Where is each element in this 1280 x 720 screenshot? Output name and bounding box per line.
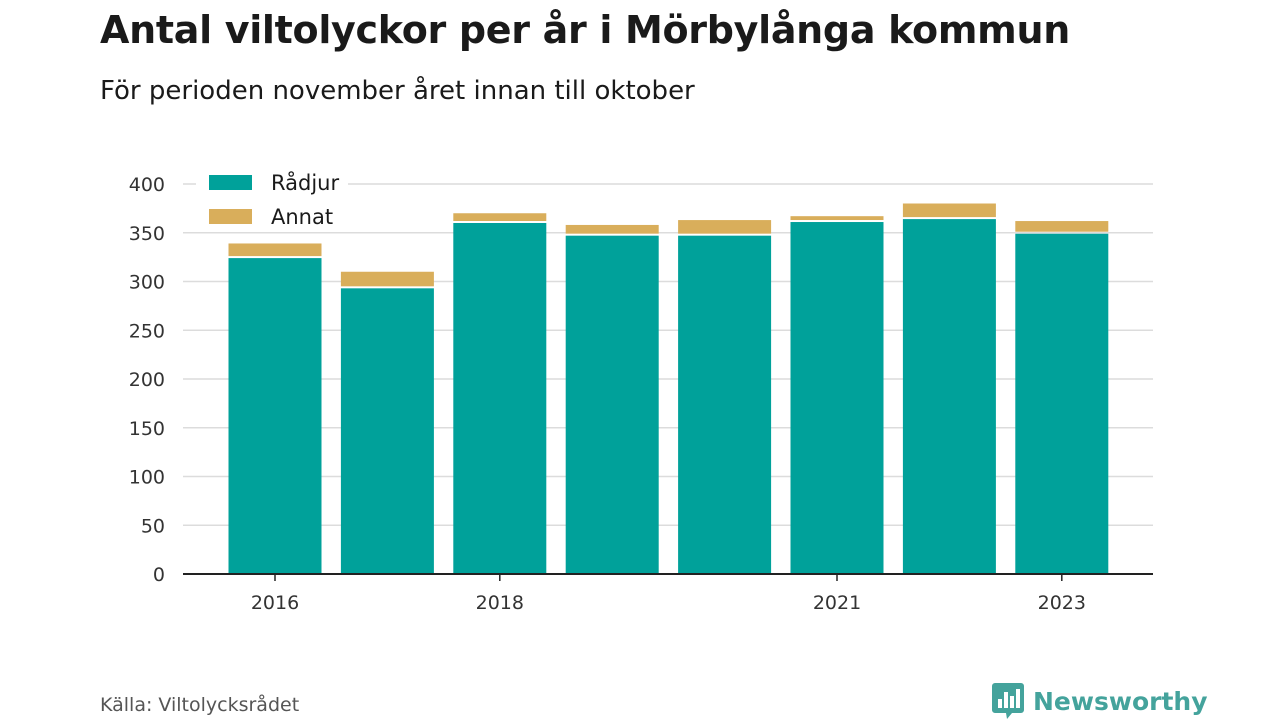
- y-tick-label: 100: [129, 467, 165, 489]
- bar-annat-2020: [678, 220, 772, 234]
- legend-swatch-annat: [209, 209, 252, 224]
- bar-annat-2022: [902, 203, 996, 218]
- bar-annat-2016: [228, 243, 322, 257]
- x-tick-label: 2023: [1038, 592, 1086, 614]
- brand-name: Newsworthy: [1033, 686, 1208, 716]
- legend-swatch-radjur: [209, 175, 252, 190]
- y-tick-label: 400: [129, 174, 165, 196]
- x-tick-label: 2018: [476, 592, 524, 614]
- x-tick-label: 2016: [251, 592, 299, 614]
- bar-radjur-2022: [902, 219, 996, 574]
- bar-radjur-2016: [228, 258, 322, 574]
- bar-radjur-2017: [340, 288, 434, 574]
- y-tick-label: 300: [129, 272, 165, 294]
- bar-annat-2023: [1015, 221, 1109, 232]
- chart-subtitle: För perioden november året innan till ok…: [100, 76, 695, 106]
- bar-radjur-2020: [678, 235, 772, 575]
- legend: Rådjur Annat: [196, 166, 348, 232]
- legend-label-annat: Annat: [271, 205, 333, 229]
- bar-annat-2017: [340, 271, 434, 287]
- chart-title: Antal viltolyckor per år i Mörbylånga ko…: [100, 8, 1070, 52]
- y-tick-label: 150: [129, 418, 165, 440]
- grid-lines: [183, 183, 1153, 526]
- axes: 0 50 100 150 200 250 300 350 400 2016 2018 2021 2023: [129, 174, 1153, 614]
- bar-annat-2018: [453, 213, 547, 221]
- legend-label-radjur: Rådjur: [271, 170, 339, 195]
- y-tick-label: 350: [129, 223, 165, 245]
- x-tick-label: 2021: [813, 592, 861, 614]
- bar-radjur-2018: [453, 223, 547, 574]
- bar-chart-icon: [992, 683, 1024, 719]
- bar-radjur-2021: [790, 222, 884, 574]
- brand-logo: Newsworthy: [992, 683, 1208, 719]
- y-tick-label: 200: [129, 369, 165, 391]
- bar-annat-2021: [790, 216, 884, 221]
- y-tick-label: 50: [141, 515, 165, 537]
- bar-radjur-2019: [565, 235, 659, 575]
- bar-annat-2019: [565, 224, 659, 234]
- bars: [228, 203, 1109, 575]
- y-tick-label: 0: [153, 564, 165, 586]
- bar-radjur-2023: [1015, 233, 1109, 574]
- source-note: Källa: Viltolycksrådet: [100, 694, 300, 716]
- y-tick-label: 250: [129, 320, 165, 342]
